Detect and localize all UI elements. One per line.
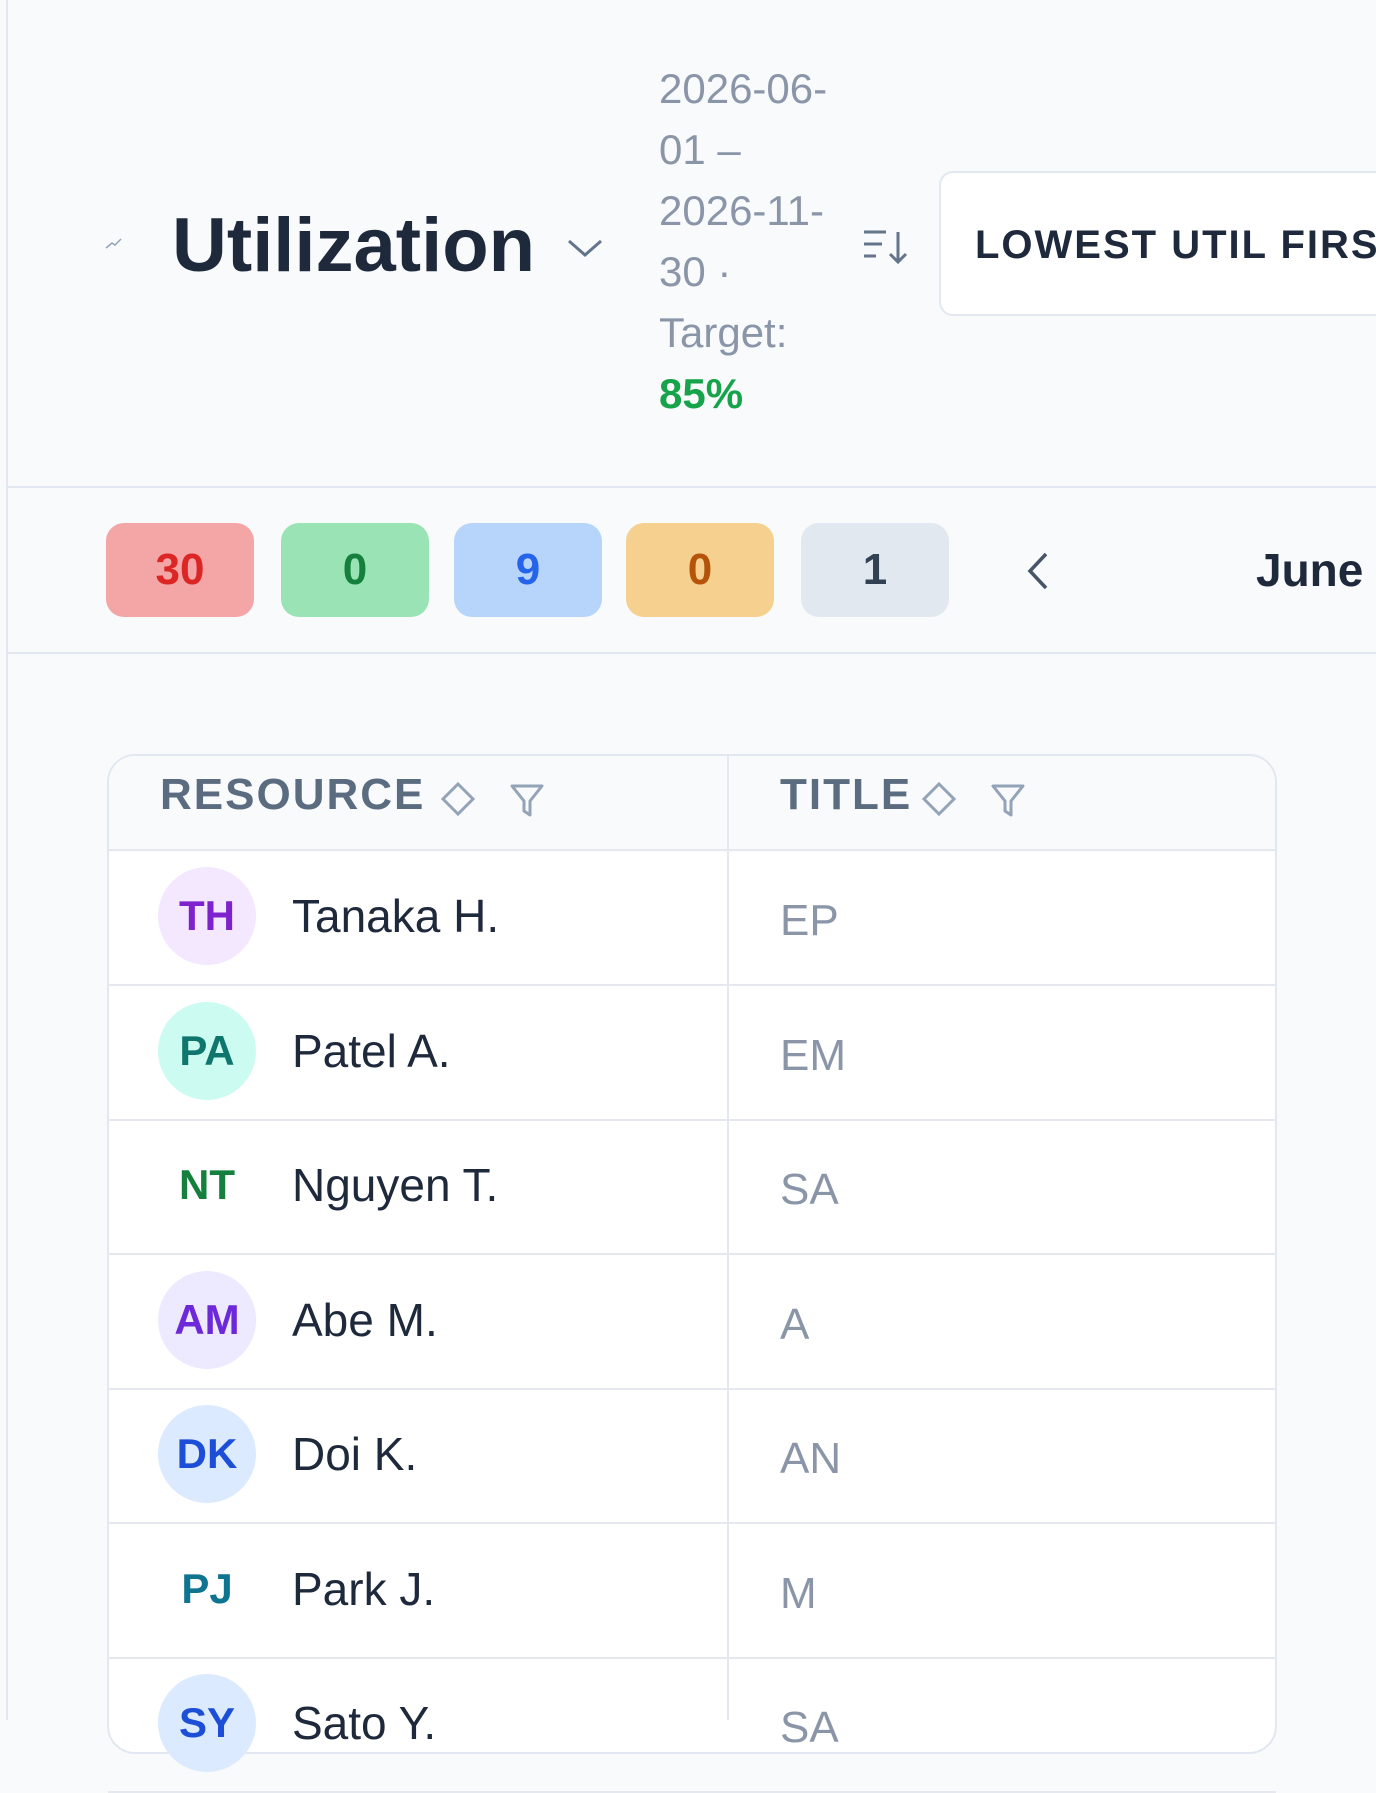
avatar: PJ <box>181 1564 233 1612</box>
sort-button-label: LOWEST UTIL FIRST <box>975 223 1376 267</box>
month-label: June <box>1256 544 1364 596</box>
page: Utilization 2026-06-01 – 2026-11-30 · Ta… <box>6 0 1376 1793</box>
status-badge[interactable]: 0 <box>626 523 774 617</box>
date-info: 2026-06-01 – 2026-11-30 · Target: 85% <box>659 58 854 424</box>
avatar: PA <box>158 1001 256 1100</box>
resource-name: Park J. <box>292 1562 436 1615</box>
row-line <box>108 1656 1276 1659</box>
resource-name: Abe M. <box>292 1293 438 1346</box>
table-header-bg <box>109 756 1275 852</box>
avatar: SY <box>158 1674 256 1772</box>
page-title: Utilization <box>172 203 536 288</box>
resource-title: M <box>780 1568 817 1618</box>
resource-name: Patel A. <box>292 1024 451 1077</box>
avatar: NT <box>179 1161 235 1208</box>
resource-name: Sato Y. <box>292 1697 437 1749</box>
avatar: TH <box>158 867 256 965</box>
resource-title: EP <box>780 896 839 945</box>
resource-title: SA <box>780 1165 839 1214</box>
date-range: 2026-06-01 – 2026-11-30 · <box>659 65 828 295</box>
row-line <box>108 984 1276 986</box>
resource-name: Doi K. <box>292 1428 418 1480</box>
resource-name: Nguyen T. <box>292 1159 499 1211</box>
divider <box>8 652 1376 654</box>
sort-icon[interactable] <box>862 226 910 268</box>
left-border <box>6 0 8 1720</box>
resource-title: EM <box>780 1030 846 1080</box>
column-header: RESOURCE <box>160 770 426 819</box>
status-badge[interactable]: 30 <box>106 523 254 617</box>
prev-month[interactable] <box>1024 550 1052 592</box>
header-line <box>108 849 1276 851</box>
resource-title: A <box>780 1299 810 1349</box>
status-badge[interactable]: 9 <box>454 523 602 617</box>
row-line <box>108 1253 1276 1255</box>
divider <box>8 486 1376 488</box>
target-label: Target: <box>659 309 788 356</box>
trend-icon <box>105 238 122 249</box>
avatar: DK <box>158 1405 256 1503</box>
avatar: AM <box>158 1270 256 1369</box>
column-sort-filter[interactable] <box>921 781 1041 821</box>
row-line <box>108 1118 1276 1121</box>
status-badge[interactable]: 1 <box>801 523 949 617</box>
row-line <box>108 1522 1276 1524</box>
sort-button[interactable]: LOWEST UTIL FIRST <box>939 171 1376 316</box>
title-dropdown[interactable] <box>566 236 604 260</box>
column-divider <box>727 756 729 1720</box>
column-sort-filter[interactable] <box>440 781 560 821</box>
target-value: 85% <box>659 370 744 417</box>
status-badge[interactable]: 0 <box>281 523 429 617</box>
row-line <box>108 1387 1276 1390</box>
resource-name: Tanaka H. <box>292 890 500 942</box>
column-header: TITLE <box>780 770 913 819</box>
resource-title: SA <box>780 1703 839 1752</box>
resource-title: AN <box>780 1434 842 1483</box>
